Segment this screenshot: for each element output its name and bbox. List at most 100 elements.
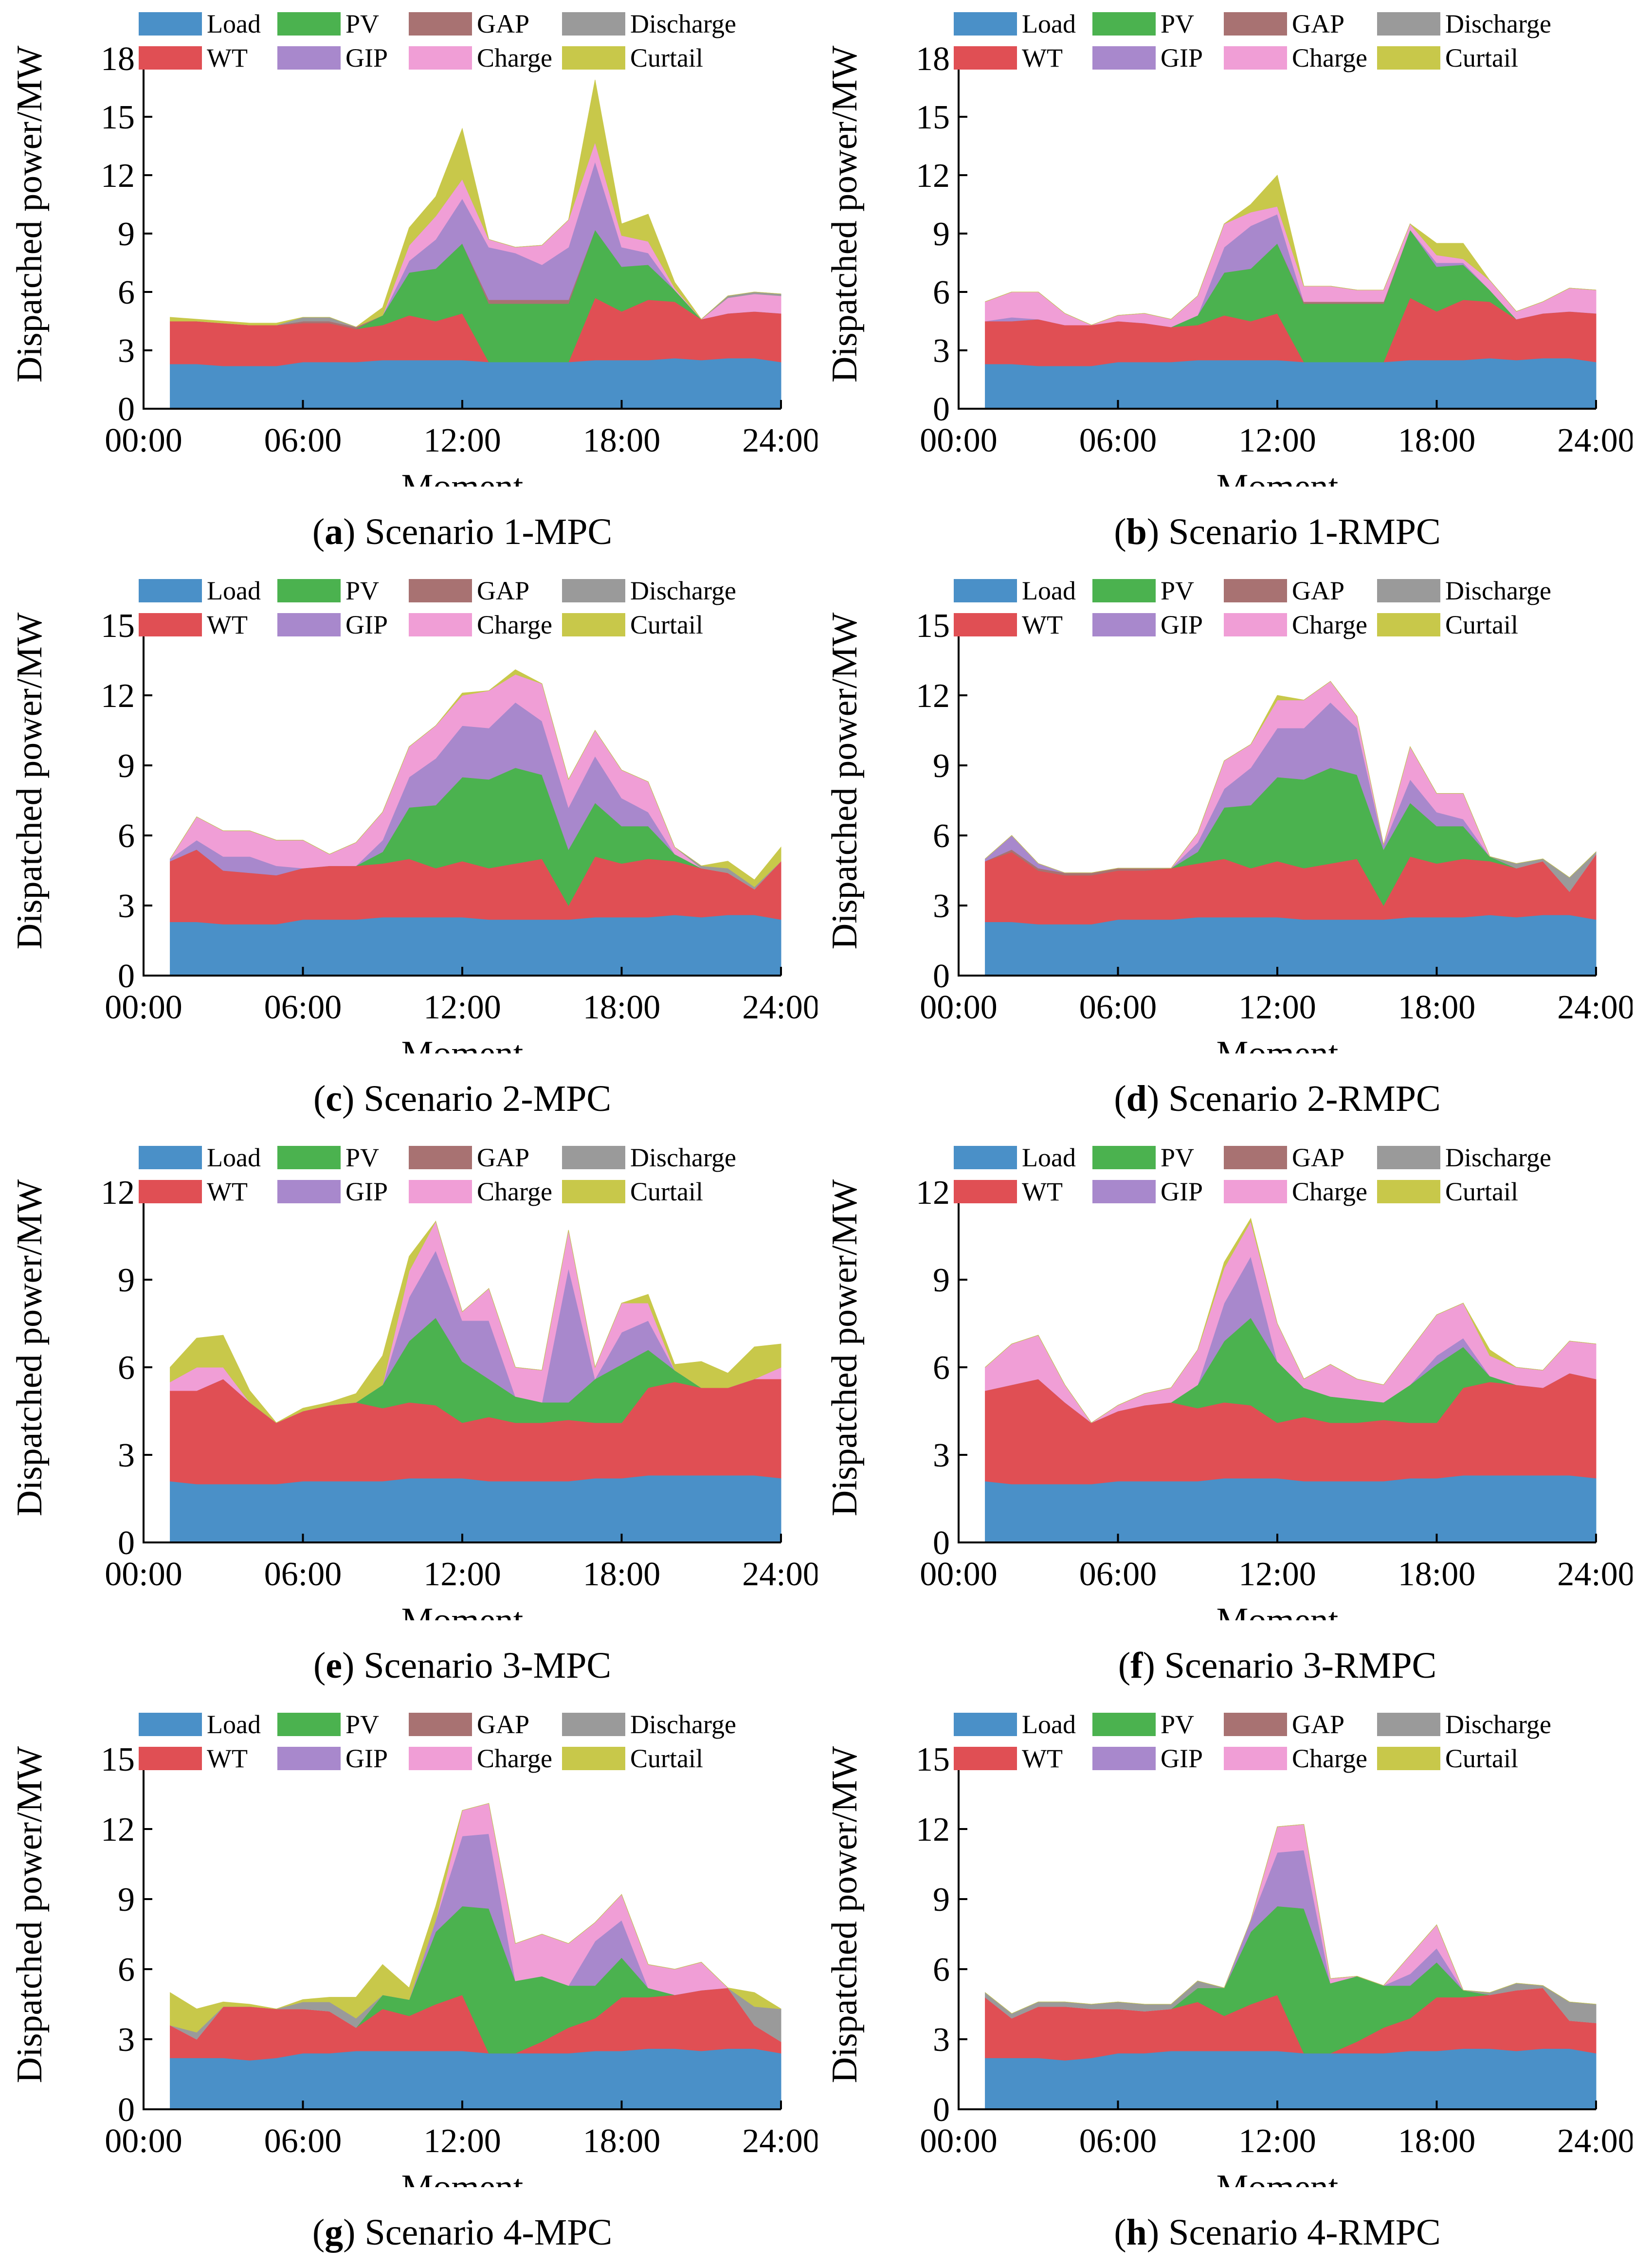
legend-swatch-curtail xyxy=(562,1180,625,1203)
y-tick-label: 18 xyxy=(101,40,135,78)
x-tick-label: 12:00 xyxy=(1238,2122,1316,2160)
x-tick-label: 00:00 xyxy=(920,2122,997,2160)
legend-label-load: Load xyxy=(207,1143,261,1172)
y-tick-label: 9 xyxy=(118,1881,135,1919)
x-axis-label: Moment xyxy=(1216,467,1339,487)
legend-swatch-discharge xyxy=(562,1713,625,1736)
x-tick-label: 06:00 xyxy=(264,2122,342,2160)
x-tick-label: 18:00 xyxy=(1398,2122,1475,2160)
x-tick-label: 00:00 xyxy=(920,989,997,1026)
legend-label-curtail: Curtail xyxy=(630,43,703,72)
legend-swatch-load xyxy=(954,579,1017,602)
x-tick-label: 12:00 xyxy=(423,2122,501,2160)
legend-label-wt: WT xyxy=(1022,1177,1063,1206)
x-tick-label: 06:00 xyxy=(264,1556,342,1593)
y-tick-label: 6 xyxy=(118,274,135,311)
y-tick-label: 15 xyxy=(101,1741,135,1778)
chart-svg-e: 0 3 6 9 12 00:00 06:00 12:00 18:00 24:00 Moment Dis… xyxy=(10,1143,817,1620)
legend-swatch-gap xyxy=(1224,1713,1287,1736)
x-tick-label: 00:00 xyxy=(105,422,182,459)
caption-text: Scenario 3-MPC xyxy=(363,1645,612,1686)
legend-swatch-gap xyxy=(1224,12,1287,36)
x-axis-label: Moment xyxy=(1216,2168,1339,2187)
x-tick-label: 18:00 xyxy=(583,1556,660,1593)
x-tick-label: 24:00 xyxy=(742,422,817,459)
legend-label-gap: GAP xyxy=(477,576,529,605)
x-tick-label: 12:00 xyxy=(423,1556,501,1593)
chart-svg-c: 0 3 6 9 12 15 00:00 06:00 12:00 18:00 24:00 Moment D… xyxy=(10,576,817,1053)
x-tick-label: 24:00 xyxy=(742,1556,817,1593)
legend-label-charge: Charge xyxy=(1292,1744,1367,1773)
y-tick-label: 0 xyxy=(933,958,950,995)
y-tick-label: 9 xyxy=(118,747,135,785)
legend-label-gap: GAP xyxy=(477,9,529,38)
legend-swatch-gap xyxy=(409,1146,472,1169)
y-tick-label: 12 xyxy=(101,1174,135,1212)
legend-swatch-curtail xyxy=(1377,46,1440,70)
legend-swatch-charge xyxy=(409,1180,472,1203)
legend-swatch-pv xyxy=(277,12,341,36)
caption-text: Scenario 2-MPC xyxy=(363,1078,612,1119)
area-curtail xyxy=(985,681,1597,878)
legend-swatch-discharge xyxy=(1377,579,1440,602)
area-curtail xyxy=(985,1217,1597,1423)
legend-label-curtail: Curtail xyxy=(630,1177,703,1206)
legend-label-load: Load xyxy=(1022,1710,1076,1739)
y-tick-label: 3 xyxy=(118,1437,135,1474)
legend-label-curtail: Curtail xyxy=(1445,1744,1518,1773)
y-tick-label: 3 xyxy=(118,2021,135,2059)
y-tick-label: 0 xyxy=(118,1524,135,1562)
legend-label-load: Load xyxy=(207,9,261,38)
legend-swatch-discharge xyxy=(562,1146,625,1169)
legend-label-wt: WT xyxy=(1022,43,1063,72)
chart-svg-d: 0 3 6 9 12 15 00:00 06:00 12:00 18:00 24:00 Moment D… xyxy=(825,576,1633,1053)
x-tick-label: 12:00 xyxy=(1238,1556,1316,1593)
legend-swatch-gip xyxy=(277,46,341,70)
y-axis-label: Dispatched power/MW xyxy=(825,1746,865,2084)
legend-label-load: Load xyxy=(207,1710,261,1739)
legend-label-wt: WT xyxy=(207,610,248,639)
area-curtail xyxy=(170,669,781,888)
legend-swatch-charge xyxy=(409,46,472,70)
legend-label-gip: GIP xyxy=(345,1177,388,1206)
legend-swatch-gip xyxy=(1092,613,1156,636)
x-tick-label: 12:00 xyxy=(423,422,501,459)
legend-label-pv: PV xyxy=(1161,1143,1194,1172)
legend-label-wt: WT xyxy=(1022,1744,1063,1773)
x-tick-label: 24:00 xyxy=(742,989,817,1026)
caption-text: Scenario 2-RMPC xyxy=(1168,1078,1441,1119)
x-tick-label: 18:00 xyxy=(1398,422,1475,459)
legend-label-gip: GIP xyxy=(1161,1177,1203,1206)
x-axis-label: Moment xyxy=(1216,1601,1339,1620)
legend-label-gip: GIP xyxy=(1161,610,1203,639)
legend-swatch-wt xyxy=(954,613,1017,636)
legend-swatch-gip xyxy=(1092,46,1156,70)
y-axis-label: Dispatched power/MW xyxy=(10,1746,50,2084)
y-tick-label: 12 xyxy=(916,1174,950,1212)
x-tick-label: 24:00 xyxy=(1557,989,1633,1026)
chart-panel-c: 0 3 6 9 12 15 00:00 06:00 12:00 18:00 24:00 Moment D… xyxy=(0,567,817,1131)
legend-swatch-charge xyxy=(1224,613,1287,636)
legend-label-charge: Charge xyxy=(1292,1177,1367,1206)
legend-swatch-pv xyxy=(1092,579,1156,602)
area-load xyxy=(170,1475,781,1543)
y-tick-label: 3 xyxy=(933,332,950,370)
legend-label-pv: PV xyxy=(1161,576,1194,605)
legend-swatch-load xyxy=(139,579,202,602)
chart-svg-a: 0 3 6 9 12 15 18 00:00 06:00 12:00 18:00 24:00 Momen… xyxy=(10,9,817,487)
legend-label-wt: WT xyxy=(207,1744,248,1773)
chart-caption: (a) Scenario 1-MPC xyxy=(312,511,613,552)
caption-letter: f xyxy=(1130,1645,1143,1686)
chart-svg-h: 0 3 6 9 12 15 00:00 06:00 12:00 18:00 24:00 Moment D… xyxy=(825,1710,1633,2187)
y-tick-label: 18 xyxy=(916,40,950,78)
y-axis-label: Dispatched power/MW xyxy=(10,613,50,950)
y-tick-label: 12 xyxy=(916,157,950,195)
x-tick-label: 12:00 xyxy=(1238,989,1316,1026)
legend-label-discharge: Discharge xyxy=(630,1143,736,1172)
x-tick-label: 00:00 xyxy=(105,1556,182,1593)
legend-swatch-wt xyxy=(139,46,202,70)
legend-swatch-gip xyxy=(1092,1747,1156,1770)
y-tick-label: 12 xyxy=(101,157,135,195)
legend-label-curtail: Curtail xyxy=(1445,1177,1518,1206)
legend-label-gip: GIP xyxy=(345,610,388,639)
